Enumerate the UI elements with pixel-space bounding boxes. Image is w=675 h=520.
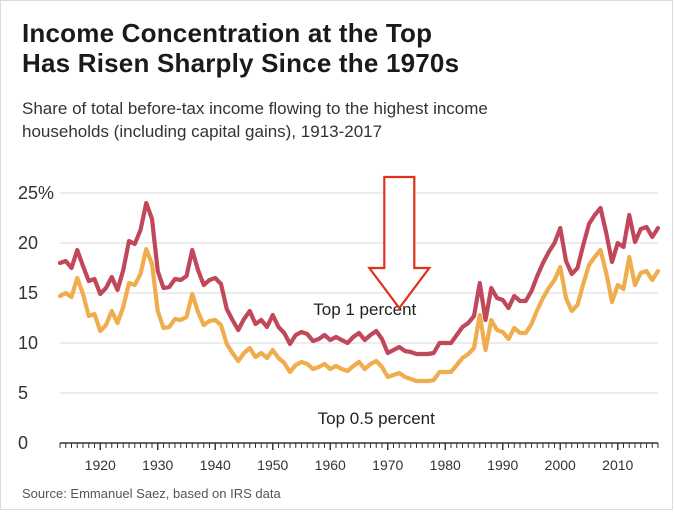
source-note: Source: Emmanuel Saez, based on IRS data: [22, 486, 281, 501]
x-tick-label: 1980: [430, 457, 461, 473]
title-line-1: Income Concentration at the Top: [22, 18, 433, 48]
y-tick-label: 10: [18, 333, 38, 353]
x-tick-label: 1950: [257, 457, 288, 473]
series-layer: [57, 200, 661, 384]
x-tick-label: 1970: [372, 457, 403, 473]
grid-layer: [60, 192, 658, 394]
x-tick-label: 1960: [315, 457, 346, 473]
series-line-top-1-percent: [57, 200, 661, 357]
y-tick-label: 20: [18, 233, 38, 253]
x-tick-label: 2010: [602, 457, 633, 473]
y-tick-label: 0: [18, 433, 28, 453]
series-label-top-0-5-percent: Top 0.5 percent: [318, 409, 435, 428]
annotation-layer: [367, 175, 432, 310]
label-layer: Top 1 percent Top 0.5 percent: [313, 300, 435, 428]
chart-frame: [0, 0, 673, 510]
y-tick-label: 15: [18, 283, 38, 303]
series-line-top-0-5-percent: [57, 246, 661, 384]
subtitle-line-1: Share of total before-tax income flowing…: [22, 99, 488, 118]
x-tick-label: 2000: [545, 457, 576, 473]
chart-subtitle: Share of total before-tax income flowing…: [22, 97, 582, 143]
x-tick-label: 1940: [200, 457, 231, 473]
down-arrow-annotation: [367, 175, 432, 310]
x-tick-label: 1990: [487, 457, 518, 473]
axis-layer: 0 5 10 15 20 25% 1920 1930 1940 1950 1960 1970 1980 1…: [18, 183, 659, 473]
title-line-2: Has Risen Sharply Since the 1970s: [22, 48, 460, 78]
x-tick-label: 1930: [142, 457, 173, 473]
y-tick-label: 25%: [18, 183, 54, 203]
x-tick-label: 1920: [85, 457, 116, 473]
chart-title: Income Concentration at the Top Has Rise…: [22, 18, 459, 78]
series-label-top-1-percent: Top 1 percent: [313, 300, 416, 319]
y-tick-label: 5: [18, 383, 28, 403]
subtitle-line-2: households (including capital gains), 19…: [22, 122, 383, 141]
